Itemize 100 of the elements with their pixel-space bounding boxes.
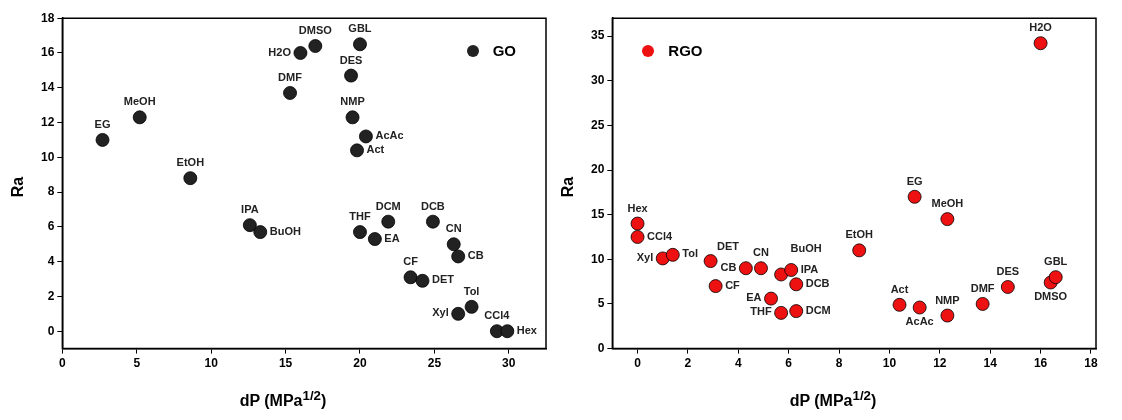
point — [426, 214, 440, 229]
point — [784, 263, 799, 277]
x-tick-label: 15 — [278, 356, 293, 371]
point — [789, 304, 804, 318]
annotation: EG — [94, 117, 111, 130]
point — [415, 273, 430, 288]
point — [892, 297, 907, 312]
x-tick-label: 0 — [59, 356, 66, 371]
point — [464, 299, 479, 314]
y-axis-title: Ra — [9, 176, 28, 198]
x-tick-label: 20 — [353, 356, 367, 371]
annotation: IPA — [800, 262, 819, 275]
annotation: DMSO — [1034, 289, 1068, 302]
annotation: GBL — [348, 22, 372, 35]
annotation: CB — [720, 260, 737, 273]
annotation: H2O — [268, 45, 292, 58]
point — [353, 225, 367, 239]
annotation: AcAc — [905, 314, 934, 327]
y-tick-label: 4 — [47, 253, 55, 268]
point — [350, 143, 364, 158]
annotation: Hex — [627, 201, 649, 214]
y-tick-label: 2 — [47, 288, 55, 303]
point — [242, 218, 257, 233]
annotation: Act — [890, 282, 909, 295]
annotation: CB — [467, 248, 484, 261]
annotation: THF — [349, 210, 371, 223]
annotation: BuOH — [790, 241, 822, 254]
y-tick-label: 14 — [40, 80, 55, 95]
point — [95, 133, 110, 147]
point — [754, 261, 768, 276]
annotation: Xyl — [432, 306, 449, 319]
y-tick-label: 10 — [40, 149, 55, 164]
point — [940, 308, 955, 323]
annotation: DET — [717, 240, 740, 253]
legend-label: GO — [492, 42, 516, 60]
point — [738, 261, 753, 276]
x-tick-label: 25 — [427, 356, 442, 371]
legend-label: RGO — [668, 42, 703, 60]
point — [665, 247, 680, 262]
x-axis-title: dP (MPa$^{1/2}$) — [788, 388, 878, 411]
y-tick-label: 18 — [40, 10, 55, 25]
x-tick-label: 10 — [204, 356, 219, 371]
y-tick-label: 16 — [40, 45, 55, 60]
annotation: DET — [431, 273, 455, 286]
point — [345, 110, 360, 125]
annotation: DMF — [278, 71, 303, 84]
x-tick-label: 5 — [133, 356, 141, 371]
y-tick-label: 15 — [590, 206, 605, 221]
point — [446, 237, 461, 252]
annotation: Xyl — [636, 250, 654, 263]
y-tick-label: 35 — [590, 28, 605, 43]
point — [359, 129, 373, 144]
annotation: EG — [906, 174, 923, 187]
annotation: NMP — [340, 95, 365, 108]
annotation: CF — [403, 255, 419, 268]
x-tick-label: 4 — [734, 356, 742, 371]
point — [630, 230, 645, 244]
x-tick-label: 10 — [882, 356, 897, 371]
annotation: NMP — [935, 293, 960, 306]
y-tick-label: 30 — [590, 73, 605, 88]
point — [912, 300, 927, 315]
annotation: DCM — [375, 199, 401, 212]
x-tick-label: 6 — [785, 356, 793, 371]
annotation: DES — [339, 53, 363, 66]
point — [132, 110, 147, 125]
y-tick-label: 12 — [40, 114, 55, 129]
annotation: Act — [366, 142, 385, 155]
annotation: CCl4 — [484, 309, 511, 322]
annotation: Tol — [682, 247, 698, 260]
point — [253, 225, 268, 239]
point — [283, 86, 297, 100]
point — [353, 37, 367, 52]
x-tick-label: 0 — [634, 356, 642, 371]
point — [308, 39, 323, 53]
annotation: DCB — [420, 199, 445, 212]
point — [630, 216, 645, 231]
annotation: MeOH — [123, 95, 156, 108]
annotation: Hex — [516, 323, 538, 336]
point — [764, 291, 778, 306]
annotation: DMF — [970, 281, 995, 294]
x-tick-label: 8 — [835, 356, 843, 371]
point — [940, 212, 955, 227]
point — [789, 277, 804, 292]
annotation: EtOH — [845, 228, 874, 241]
x-tick-label: 16 — [1033, 356, 1048, 371]
annotation: GBL — [1044, 255, 1068, 268]
point — [852, 243, 867, 258]
annotation: CN — [445, 222, 462, 235]
point — [1048, 270, 1063, 285]
point — [708, 279, 723, 293]
x-axis-title: dP (MPa$^{1/2}$) — [238, 388, 328, 411]
y-tick-label: 10 — [590, 251, 605, 266]
x-tick-label: 18 — [1084, 356, 1098, 371]
point — [1000, 280, 1015, 294]
point — [403, 270, 418, 285]
annotation: CF — [725, 278, 741, 291]
annotation: EA — [384, 231, 400, 244]
annotation: DMSO — [298, 24, 333, 37]
annotation: AcAc — [375, 128, 404, 141]
x-tick-label: 2 — [684, 356, 692, 371]
